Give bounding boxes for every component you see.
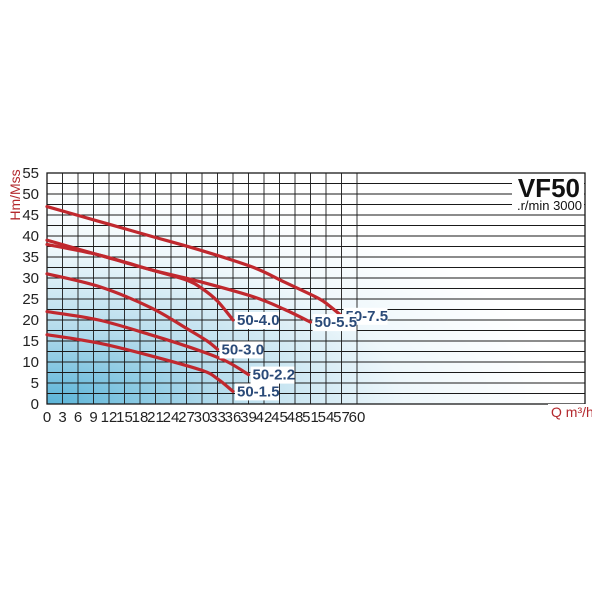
series-label-50-2.2: 50-2.2 xyxy=(253,367,296,384)
series-label-bg xyxy=(312,314,357,332)
x-tick-label: 9 xyxy=(89,409,97,426)
x-axis-title: Q m³/h xyxy=(551,404,592,420)
tick-labels: 0 3 6 9 121518212427303336394245485154576005… xyxy=(22,165,365,426)
x-tick-label: 30 xyxy=(194,409,211,426)
x-tick-label: 45 xyxy=(271,409,288,426)
x-tick-label: 54 xyxy=(318,409,335,426)
x-tick-label: 48 xyxy=(287,409,304,426)
y-tick-label: 10 xyxy=(22,354,39,371)
x-tick-label: 15 xyxy=(116,409,133,426)
y-tick-label: 30 xyxy=(22,270,39,287)
x-tick-label: 21 xyxy=(147,409,164,426)
series-label-bg xyxy=(250,366,295,384)
x-tick-label: 39 xyxy=(240,409,257,426)
series-label-bg xyxy=(235,312,279,329)
series-label-bg xyxy=(219,341,264,359)
series-label-50-4.0: 50-4.0 xyxy=(237,312,280,329)
title-box xyxy=(512,174,584,214)
x-tick-label: 18 xyxy=(132,409,149,426)
curve-50-2.2 xyxy=(45,310,251,377)
y-tick-label: 5 xyxy=(31,375,39,392)
x-tick-label: 0 xyxy=(43,409,51,426)
y-axis-title: Hm/Mss xyxy=(7,169,23,220)
curve-50-1.5 xyxy=(45,333,235,393)
y-tick-label: 45 xyxy=(22,207,39,224)
y-tick-label: 40 xyxy=(22,228,39,245)
x-tick-label: 6 xyxy=(74,409,82,426)
x-tick-label: 24 xyxy=(163,409,180,426)
series-label-50-1.5: 50-1.5 xyxy=(237,383,280,400)
curves xyxy=(45,205,344,393)
curve-50-4.0 xyxy=(45,242,235,322)
y-tick-label: 15 xyxy=(22,333,39,350)
chart-subtitle: .r/min 3000 xyxy=(517,198,582,213)
series-label-50-3.0: 50-3.0 xyxy=(222,341,265,358)
series-labels: 50-7.550-5.550-4.050-3.050-2.250-1.5 xyxy=(219,307,388,401)
x-tick-label: 42 xyxy=(256,409,273,426)
curve-50-3.0 xyxy=(45,272,220,351)
x-tick-label: 12 xyxy=(101,409,118,426)
y-tick-label: 55 xyxy=(22,165,39,182)
y-tick-label: 20 xyxy=(22,312,39,329)
series-label-50-5.5: 50-5.5 xyxy=(315,314,358,331)
x-tick-label: 27 xyxy=(178,409,195,426)
y-tick-label: 35 xyxy=(22,249,39,266)
curve-50-7.5 xyxy=(45,205,344,318)
x-tick-label: 33 xyxy=(209,409,226,426)
series-label-bg xyxy=(235,383,279,401)
x-tick-label: 57 xyxy=(333,409,350,426)
plot-frame xyxy=(46,172,586,405)
x-tick-label: 51 xyxy=(302,409,319,426)
x-axis-title-bg xyxy=(548,404,588,422)
x-tick-label: 3 xyxy=(58,409,66,426)
y-tick-label: 50 xyxy=(22,186,39,203)
y-tick-label: 0 xyxy=(31,396,39,413)
x-tick-label: 36 xyxy=(225,409,242,426)
chart-title: VF50 xyxy=(518,173,580,203)
x-tick-label: 60 xyxy=(349,409,366,426)
y-tick-label: 25 xyxy=(22,291,39,308)
